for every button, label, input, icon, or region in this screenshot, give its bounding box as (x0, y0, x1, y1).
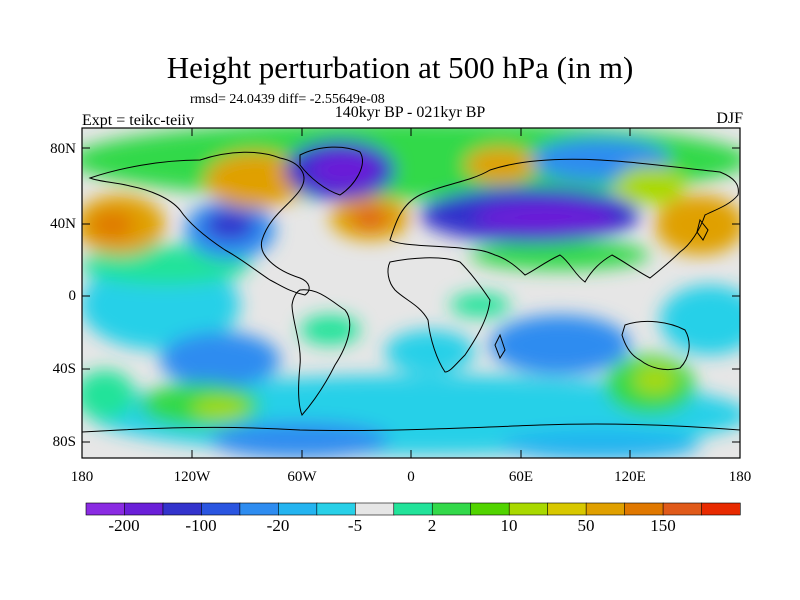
anomaly-field (82, 128, 740, 458)
x-tick-label: 120E (614, 469, 646, 485)
colorbar-segment (85, 502, 126, 516)
antarctic-cyan (500, 430, 700, 458)
colorbar-segment (316, 502, 356, 516)
colorbar-label: 50 (577, 516, 595, 535)
colorbar-segment (393, 502, 433, 516)
colorbar-label: 150 (650, 516, 676, 535)
y-tick-label: 0 (68, 288, 77, 304)
colorbar-label: 10 (500, 516, 518, 535)
colorbar-label: -200 (108, 516, 140, 535)
colorbar-segment (354, 502, 395, 516)
colorbar-segment (662, 502, 703, 516)
y-tick-label: 80N (50, 141, 76, 157)
anomaly-blobs (82, 128, 740, 458)
colorbar-segment (278, 502, 318, 516)
eurasia-core (475, 202, 615, 234)
colorbar-segment (239, 502, 279, 516)
east-pacific-cyan (660, 285, 740, 355)
indian-ocean-blue (490, 315, 630, 375)
colorbar (85, 502, 741, 516)
y-tick-label: 80S (52, 434, 76, 450)
y-tick-label: 40N (50, 216, 76, 232)
colorbar-segment (508, 502, 549, 516)
south-pacific-yellow (192, 398, 248, 418)
colorbar-label: -100 (185, 516, 217, 535)
x-tick-label: 60E (508, 469, 534, 485)
colorbar-segment (124, 502, 164, 516)
south-america-green (300, 315, 360, 345)
colorbar-segment (624, 502, 664, 516)
colorbar-segment (431, 502, 472, 516)
colorbar-segment (585, 502, 626, 516)
colorbar-segment (470, 502, 510, 516)
north-america-coast (88, 151, 310, 296)
south-atlantic-cyan (385, 330, 475, 374)
australia-coast (621, 320, 690, 371)
y-tick-label: 40S (52, 361, 76, 377)
africa-green (450, 293, 510, 317)
scandinavia-orange (465, 147, 535, 183)
europe-asia-coast (389, 158, 739, 283)
north-america-core (205, 210, 255, 240)
madagascar-coast (494, 333, 506, 360)
x-tick-label: 180 (70, 469, 94, 485)
season-label: DJF (716, 110, 743, 127)
greenland-coast (299, 146, 363, 196)
far-west-green (82, 370, 135, 420)
canada-orange (205, 152, 305, 208)
greenland-core (310, 152, 380, 188)
colorbar-label: -20 (266, 516, 290, 535)
colorbar-label: -5 (347, 516, 363, 535)
colorbar-label: 2 (427, 516, 437, 535)
period-subtitle: 140kyr BP - 021kyr BP (334, 104, 486, 121)
antarctica-coast (82, 423, 740, 433)
south-america-coast (291, 289, 351, 416)
colorbar-segment (162, 502, 203, 516)
atlantic-core (352, 208, 388, 228)
south-indian-yellow (633, 366, 677, 394)
east-asia-yellow (615, 165, 685, 205)
map-title: Height perturbation at 500 hPa (in m) (166, 50, 634, 85)
axis-ticks (81, 128, 741, 458)
x-tick-label: 60W (287, 469, 317, 485)
coastlines (82, 146, 740, 433)
japan-coast (696, 218, 709, 241)
east-pacific-orange (655, 195, 740, 255)
south-pacific-blue (160, 332, 280, 388)
colorbar-segment (201, 502, 241, 516)
x-tick-label: 180 (728, 469, 752, 485)
colorbar-segment (547, 502, 587, 516)
north-pacific-core (90, 211, 134, 239)
stats-label: rmsd= 24.0439 diff= -2.55649e-08 (190, 92, 385, 107)
colorbar-segment (701, 502, 741, 516)
africa-coast (387, 257, 491, 373)
x-tick-label: 120W (173, 469, 211, 485)
experiment-label: Expt = teikc-teiiv (82, 112, 195, 129)
x-tick-label: 0 (407, 469, 415, 485)
